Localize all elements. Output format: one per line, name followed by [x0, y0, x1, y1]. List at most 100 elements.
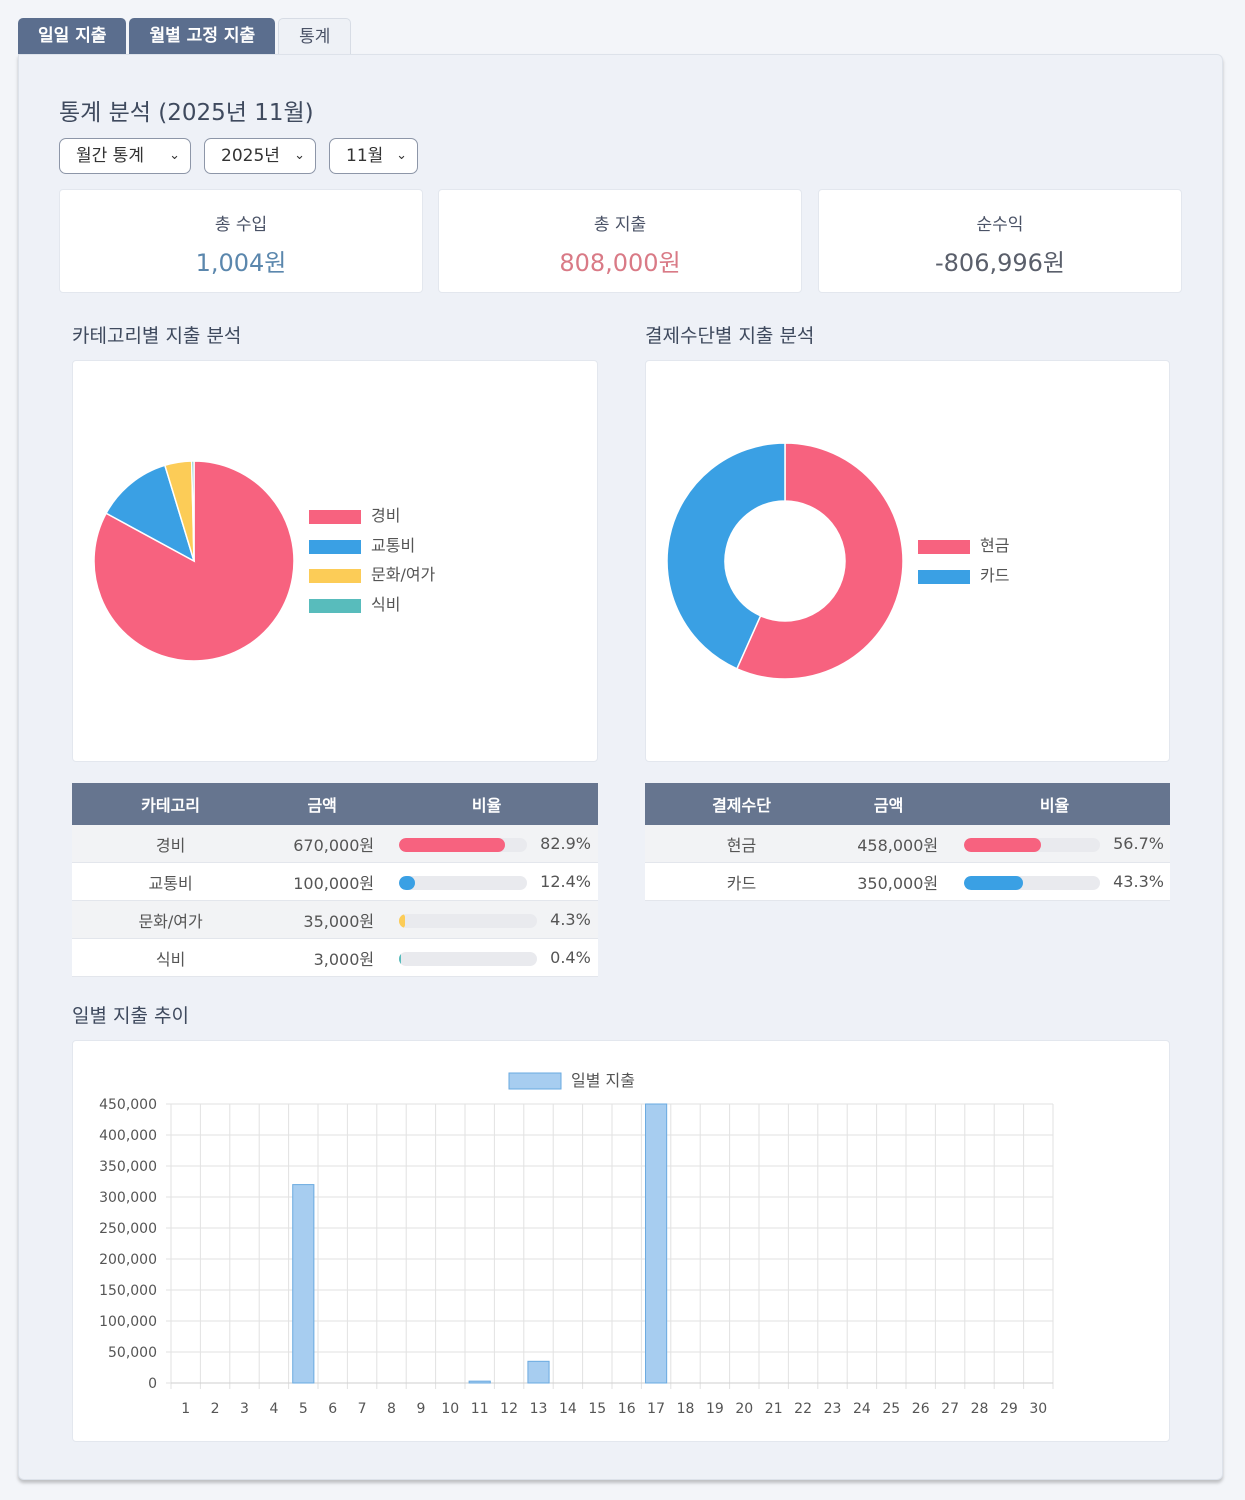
- x-tick-label: 11: [471, 1401, 489, 1417]
- payment-table: 결제수단 금액 비율 현금 458,000원 56.7% 카드 350,000원 43.3…: [645, 783, 1170, 901]
- x-tick-label: 2: [211, 1401, 220, 1417]
- legend-swatch: [309, 510, 361, 524]
- x-tick-label: 17: [647, 1401, 665, 1417]
- x-tick-label: 1: [181, 1401, 190, 1417]
- row-ratio-cell: 43.3%: [939, 862, 1170, 901]
- bar-day-5: [292, 1184, 315, 1384]
- y-tick-label: 200,000: [99, 1252, 157, 1268]
- ratio-progress-bar: [399, 951, 538, 966]
- legend-label: 경비: [371, 506, 401, 525]
- legend-label: 현금: [980, 536, 1010, 555]
- row-ratio-cell: 82.9%: [375, 825, 598, 863]
- row-amount: 350,000원: [838, 862, 940, 901]
- table-row: 카드 350,000원 43.3%: [645, 862, 1170, 901]
- legend-label: 식비: [371, 594, 401, 614]
- ratio-progress-bar: [399, 837, 528, 852]
- x-tick-label: 9: [416, 1401, 425, 1417]
- category-pie-chart-box: 경비 교통비 문화/여가 식비: [72, 360, 598, 762]
- net-profit-card: 순수익 -806,996원: [818, 189, 1182, 293]
- x-tick-label: 22: [794, 1401, 812, 1417]
- daily-section-heading: 일별 지출 추이: [72, 1005, 189, 1027]
- legend-swatch: [309, 539, 361, 554]
- ratio-text: 12.4%: [540, 872, 591, 891]
- income-label: 총 수입: [214, 215, 268, 235]
- tab-statistics[interactable]: 통계: [278, 18, 352, 54]
- ratio-text: 0.4%: [550, 948, 591, 967]
- income-value: 1,004원: [195, 249, 287, 277]
- x-tick-label: 28: [971, 1401, 989, 1417]
- bar-day-11: [468, 1380, 491, 1384]
- y-tick-label: 250,000: [99, 1221, 157, 1237]
- x-tick-label: 14: [559, 1401, 577, 1417]
- x-tick-label: 24: [853, 1401, 871, 1417]
- legend-swatch: [309, 569, 361, 583]
- table-row: 현금 458,000원 56.7%: [645, 825, 1170, 863]
- x-tick-label: 21: [765, 1401, 783, 1417]
- tab-monthly-fixed-expense[interactable]: 월별 고정 지출: [129, 18, 276, 54]
- row-amount: 458,000원: [838, 825, 940, 863]
- net-profit-label: 순수익: [976, 215, 1024, 235]
- x-tick-label: 6: [328, 1401, 337, 1417]
- ratio-progress-fill: [399, 837, 506, 852]
- x-tick-label: 12: [500, 1401, 518, 1417]
- year-select[interactable]: 2025년 ⌄: [204, 138, 316, 174]
- expense-card: 총 지출 808,000원: [438, 189, 802, 293]
- table-row: 경비 670,000원 82.9%: [72, 825, 598, 863]
- ratio-progress-fill: [399, 913, 406, 928]
- ratio-progress-fill: [399, 951, 402, 966]
- payment-donut-chart-box: 현금 카드: [645, 360, 1170, 762]
- daily-bar-chart: 0 50,000 100,000 150,000 200,000 250,000 300,0…: [99, 1071, 1054, 1417]
- legend-swatch: [309, 598, 361, 613]
- income-card: 총 수입 1,004원: [59, 189, 423, 293]
- x-tick-label: 3: [240, 1401, 249, 1417]
- ratio-text: 4.3%: [550, 910, 591, 929]
- category-section-heading: 카테고리별 지출 분석: [72, 325, 242, 347]
- stats-mode-value: 월간 통계: [76, 146, 144, 166]
- payment-section-heading: 결제수단별 지출 분석: [645, 325, 815, 347]
- x-tick-label: 26: [912, 1401, 930, 1417]
- category-pie-slice-4: [190, 460, 195, 562]
- bar-day-17: [645, 1103, 668, 1384]
- ratio-progress-bar: [399, 875, 528, 890]
- statistics-panel: 통계 분석 (2025년 11월) 월간 통계 ⌄ 2025년 ⌄ 11월 ⌄ …: [18, 54, 1223, 1480]
- table-row: 식비 3,000원 0.4%: [72, 938, 598, 977]
- x-tick-label: 13: [530, 1401, 548, 1417]
- x-tick-label: 8: [387, 1401, 396, 1417]
- x-tick-label: 29: [1000, 1401, 1018, 1417]
- tab-daily-expense[interactable]: 일일 지출: [18, 18, 127, 54]
- stats-mode-select[interactable]: 월간 통계 ⌄: [59, 138, 191, 174]
- month-value: 11월: [346, 146, 384, 166]
- row-amount: 670,000원: [269, 825, 376, 863]
- x-tick-label: 25: [882, 1401, 900, 1417]
- category-pie-chart: [93, 460, 295, 662]
- net-profit-value: -806,996원: [935, 249, 1065, 277]
- x-tick-label: 19: [706, 1401, 724, 1417]
- row-amount: 100,000원: [269, 862, 376, 901]
- bar-day-13: [527, 1360, 550, 1384]
- row-name: 카드: [645, 862, 839, 901]
- column-header-amount: 금액: [269, 783, 376, 825]
- ratio-progress-fill: [964, 875, 1023, 890]
- column-header-ratio: 비율: [939, 783, 1170, 825]
- expense-label: 총 지출: [593, 215, 647, 235]
- row-name: 식비: [72, 938, 270, 977]
- legend-label: 일별 지출: [571, 1071, 635, 1090]
- y-tick-label: 50,000: [108, 1345, 157, 1361]
- legend-swatch: [918, 569, 970, 584]
- ratio-text: 56.7%: [1113, 834, 1164, 853]
- row-ratio-cell: 12.4%: [375, 862, 598, 901]
- month-select[interactable]: 11월 ⌄: [329, 138, 418, 174]
- x-tick-label: 4: [269, 1401, 278, 1417]
- tab-bar: 일일 지출 월별 고정 지출 통계: [18, 18, 354, 54]
- ratio-progress-fill: [399, 875, 415, 890]
- x-tick-label: 10: [441, 1401, 459, 1417]
- y-tick-label: 300,000: [99, 1190, 157, 1206]
- column-header-category: 카테고리: [72, 783, 270, 825]
- row-ratio-cell: 56.7%: [939, 825, 1170, 863]
- table-row: 문화/여가 35,000원 4.3%: [72, 900, 598, 939]
- column-header-amount: 금액: [838, 783, 940, 825]
- y-tick-label: 400,000: [99, 1128, 157, 1144]
- row-name: 문화/여가: [72, 900, 270, 939]
- category-table: 카테고리 금액 비율 경비 670,000원 82.9% 교통비 100,000원 12.…: [72, 783, 598, 977]
- ratio-progress-bar: [964, 837, 1101, 852]
